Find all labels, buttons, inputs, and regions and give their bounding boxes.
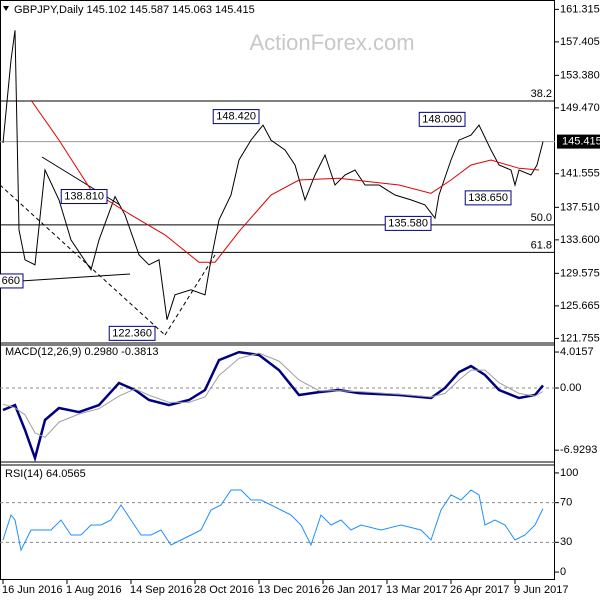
price-annotation: 138.810: [60, 189, 108, 205]
series-line: [2, 30, 544, 320]
x-tick-label: 9 Jun 2017: [514, 584, 568, 596]
annotation-label: 122.360: [112, 327, 152, 339]
y-tick-label: 100: [560, 467, 578, 479]
panel-title: GBPJPY,Daily 145.102 145.587 145.063 145…: [14, 4, 255, 16]
y-tick-label: -6.9293: [560, 444, 597, 456]
annotation-label: 148.090: [422, 113, 462, 125]
panel-title: MACD(12,26,9) 0.2980 -0.3813: [5, 346, 158, 358]
series-line: [30, 99, 540, 263]
annotation-label: 148.420: [216, 111, 256, 123]
x-tick-label: 26 Jan 2017: [322, 584, 383, 596]
series-line: [2, 350, 544, 463]
x-tick-label: 28 Oct 2016: [194, 584, 254, 596]
annotation-box: [212, 109, 260, 125]
annotation-label: 135.580: [388, 217, 428, 229]
trendline: [4, 273, 131, 283]
annotation-box: [418, 111, 466, 127]
price-annotation: 135.580: [384, 215, 432, 231]
x-tick-label: 16 Jun 2016: [2, 584, 63, 596]
y-tick-label: 157.405: [560, 36, 600, 48]
y-tick-label: 125.665: [560, 300, 600, 312]
y-tick-label: 149.470: [560, 102, 600, 114]
level-label: 38.2: [531, 88, 552, 100]
annotation-box: [0, 273, 24, 289]
annotation-box: [384, 215, 432, 231]
frame: [0, 0, 555, 580]
x-tick-label: 1 Aug 2016: [66, 584, 122, 596]
current-price-box: [557, 134, 600, 149]
current-price-label: 145.415: [562, 136, 600, 148]
annotation-label: 138.810: [64, 190, 104, 202]
annotation-box: [60, 189, 108, 205]
annotation-label: 660: [2, 275, 20, 287]
trendline: [164, 254, 216, 336]
y-tick-label: 129.575: [560, 267, 600, 279]
x-tick-label: 26 Apr 2017: [450, 584, 509, 596]
x-tick-label: 13 Mar 2017: [386, 584, 448, 596]
price-annotation: 148.420: [212, 109, 260, 125]
x-tick-label: 13 Dec 2016: [258, 584, 320, 596]
y-tick-label: 137.510: [560, 201, 600, 213]
price-annotation: 122.360: [108, 325, 156, 341]
price-annotation: 148.090: [418, 111, 466, 127]
y-tick-label: 133.600: [560, 234, 600, 246]
series-line: [2, 352, 544, 438]
y-tick-label: 0.00: [560, 382, 581, 394]
x-tick-label: 14 Sep 2016: [130, 584, 192, 596]
trendline: [0, 184, 166, 336]
y-tick-label: 153.380: [560, 69, 600, 81]
y-tick-label: 0: [560, 566, 566, 578]
series-line: [2, 489, 544, 552]
annotation-label: 138.650: [468, 192, 508, 204]
watermark: ActionForex.com: [249, 30, 414, 55]
y-tick-label: 30: [560, 536, 572, 548]
y-tick-label: 70: [560, 497, 572, 509]
y-tick-label: 4.0157: [560, 346, 594, 358]
annotation-box: [464, 190, 512, 206]
annotation-box: [108, 325, 156, 341]
y-tick-label: 161.315: [560, 3, 600, 15]
menu-arrow: [3, 6, 9, 11]
panel-title: RSI(14) 64.0565: [5, 468, 86, 480]
y-tick-label: 141.555: [560, 168, 600, 180]
level-label: 50.0: [531, 212, 552, 224]
y-tick-label: 121.755: [560, 332, 600, 344]
level-label: 61.8: [531, 239, 552, 251]
price-annotation: 138.650: [464, 190, 512, 206]
price-annotation: 660: [0, 273, 24, 289]
